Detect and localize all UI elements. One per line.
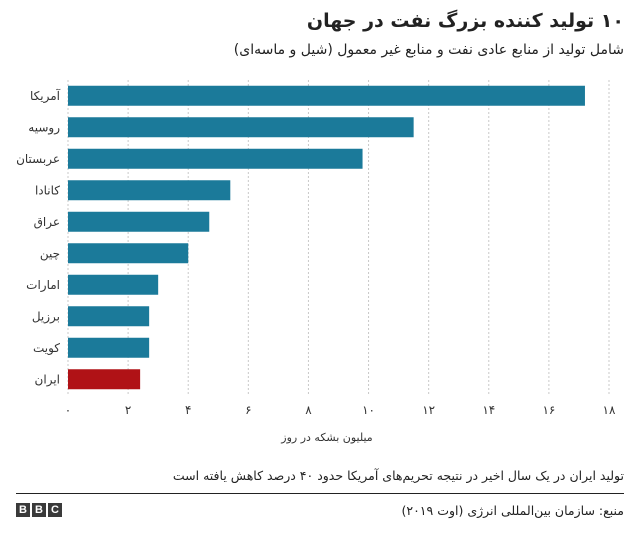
category-label: عربستان (16, 152, 60, 167)
bar (68, 243, 189, 264)
category-label: کویت (33, 341, 60, 356)
bar (68, 306, 150, 327)
x-tick-label: ۱۴ (482, 403, 495, 417)
bbc-logo-letter-3: C (48, 503, 62, 517)
bar (68, 337, 150, 358)
footer-divider (16, 493, 624, 494)
chart-subtitle: شامل تولید از منابع عادی نفت و منابع غیر… (233, 42, 624, 58)
bar (68, 180, 231, 201)
x-tick-label: ۰ (65, 403, 71, 417)
category-label: کانادا (35, 183, 60, 197)
bar (68, 148, 363, 169)
category-label: ایران (35, 372, 60, 387)
category-label: چین (40, 246, 60, 261)
bbc-logo-letter-1: B (16, 503, 30, 517)
category-label: روسیه (28, 120, 60, 135)
x-tick-label: ۴ (185, 403, 191, 417)
bar (68, 117, 414, 138)
x-tick-label: ۱۶ (542, 403, 555, 417)
bbc-logo: B B C (16, 503, 62, 517)
x-tick-label: ۱۲ (422, 403, 435, 417)
x-tick-label: ۱۰ (362, 403, 375, 417)
source-text: منبع: سازمان بین‌المللی انرژی (اوت ۲۰۱۹) (401, 503, 624, 518)
chart-title: ۱۰ تولید کننده بزرگ نفت در جهان (306, 10, 624, 32)
bar (68, 369, 141, 390)
bar (68, 211, 210, 232)
category-label: آمریکا (30, 88, 61, 104)
category-label: عراق (34, 215, 60, 230)
bar (68, 274, 159, 295)
x-tick-label: ۲ (125, 403, 131, 417)
x-tick-label: ۸ (305, 403, 312, 417)
x-tick-label: ۱۸ (603, 403, 616, 417)
bar-chart: ۰ ۲ ۴ ۶ ۸ ۱۰ ۱۲ ۱۴ ۱۶ ۱۸ آمریکا روسیه عربستان کانادا ع… (16, 80, 616, 444)
category-label: برزیل (32, 309, 60, 324)
category-label: امارات (26, 278, 60, 293)
footnote: تولید ایران در یک سال اخیر در نتیجه تحری… (172, 468, 624, 483)
bar (68, 85, 585, 106)
x-tick-label: ۶ (245, 403, 251, 417)
x-axis-label: میلیون بشکه در روز (280, 431, 373, 444)
bbc-logo-letter-2: B (32, 503, 46, 517)
